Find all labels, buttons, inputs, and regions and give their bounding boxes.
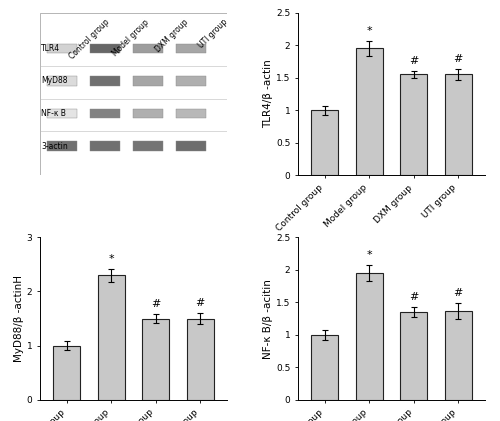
Bar	[445, 75, 471, 176]
Text: #: #	[196, 298, 205, 308]
Bar	[176, 141, 206, 151]
Bar	[176, 43, 206, 53]
Bar	[48, 76, 78, 86]
Bar	[48, 43, 78, 53]
Bar	[142, 319, 169, 400]
Y-axis label: NF-κ B/β -acitin: NF-κ B/β -acitin	[263, 279, 273, 359]
Bar	[134, 76, 164, 86]
Text: *: *	[366, 250, 372, 260]
Bar	[90, 76, 120, 86]
Text: TLR4: TLR4	[41, 44, 60, 53]
Bar	[312, 335, 338, 400]
Text: Control group: Control group	[68, 18, 112, 61]
Bar	[356, 273, 382, 400]
Bar	[400, 312, 427, 400]
Bar	[187, 319, 214, 400]
Bar	[312, 110, 338, 176]
Bar	[48, 109, 78, 118]
Text: Model group: Model group	[111, 18, 151, 58]
Text: 3-actin: 3-actin	[41, 141, 68, 151]
Text: DXM group: DXM group	[154, 18, 190, 54]
Text: MyD88: MyD88	[41, 77, 68, 85]
Bar	[90, 141, 120, 151]
Y-axis label: TLR4/β -actin: TLR4/β -actin	[263, 60, 273, 128]
Bar	[134, 43, 164, 53]
Text: UTI group: UTI group	[197, 18, 230, 50]
Bar	[445, 311, 471, 400]
Text: *: *	[366, 26, 372, 36]
Text: *: *	[108, 254, 114, 264]
Bar	[176, 76, 206, 86]
Bar	[54, 346, 80, 400]
Text: NF-κ B: NF-κ B	[41, 109, 66, 118]
Text: #: #	[454, 54, 463, 64]
Text: #: #	[409, 56, 418, 67]
Bar	[356, 48, 382, 176]
Text: #: #	[454, 288, 463, 298]
Bar	[176, 109, 206, 118]
Bar	[134, 141, 164, 151]
Text: #: #	[151, 299, 160, 309]
Bar	[400, 75, 427, 176]
Bar	[48, 141, 78, 151]
Y-axis label: MyD88/β -actinH: MyD88/β -actinH	[14, 275, 24, 362]
Bar	[90, 43, 120, 53]
Bar	[98, 275, 124, 400]
Bar	[134, 109, 164, 118]
Text: #: #	[409, 292, 418, 302]
Bar	[90, 109, 120, 118]
